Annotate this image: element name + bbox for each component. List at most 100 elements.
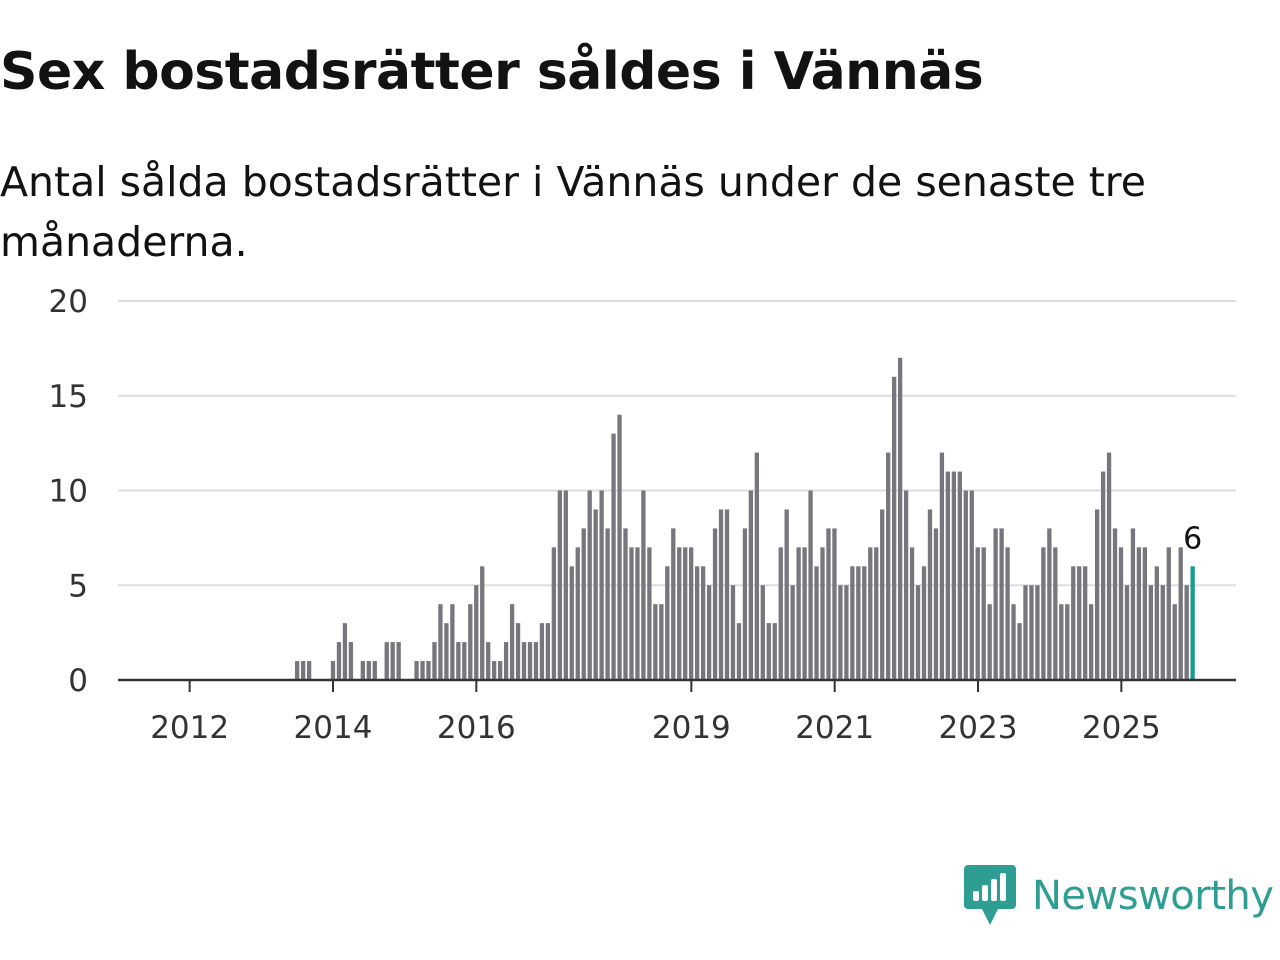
bar <box>1017 623 1022 680</box>
bar <box>784 509 789 680</box>
bar <box>1184 585 1189 680</box>
bar <box>838 585 843 680</box>
bar <box>623 528 628 680</box>
bar <box>587 490 592 680</box>
bar <box>599 490 604 680</box>
bar <box>1136 547 1142 680</box>
bar <box>390 642 395 680</box>
brand-name: Newsworthy <box>1032 873 1274 919</box>
bar <box>306 661 312 680</box>
bar <box>921 566 927 680</box>
bar <box>629 547 634 680</box>
bar <box>557 490 562 680</box>
bar <box>432 642 437 680</box>
bar <box>802 547 807 680</box>
bar <box>1035 585 1040 680</box>
bar <box>420 661 425 680</box>
x-tick-label: 2021 <box>795 710 874 746</box>
bar <box>796 547 801 680</box>
bar <box>724 509 730 680</box>
bar <box>1041 547 1046 680</box>
bar <box>772 623 777 680</box>
bar <box>850 566 855 680</box>
chart-subtitle: Antal sålda bostadsrätter i Vännäs under… <box>0 158 1146 266</box>
bar <box>987 604 992 680</box>
bar <box>509 604 515 680</box>
bar <box>742 528 748 680</box>
bar <box>1124 585 1130 680</box>
bar <box>444 623 449 680</box>
data-labels: 6 <box>1183 521 1202 556</box>
bar <box>456 642 461 680</box>
bar <box>820 547 825 680</box>
bar <box>1059 604 1064 680</box>
bar <box>939 452 945 680</box>
bar <box>1011 604 1016 680</box>
bar <box>539 623 545 680</box>
bar <box>486 642 491 680</box>
bar <box>1100 471 1106 680</box>
bar <box>492 661 497 680</box>
bar <box>521 642 527 680</box>
bar <box>868 547 873 680</box>
bar <box>1106 452 1112 680</box>
gridlines <box>118 300 1236 587</box>
bar <box>933 528 939 680</box>
bar <box>641 490 646 680</box>
bar <box>384 642 389 680</box>
bar <box>999 528 1004 680</box>
bar <box>808 490 813 680</box>
bar <box>766 623 771 680</box>
y-tick-label: 5 <box>68 568 88 604</box>
bar <box>874 547 879 680</box>
bar <box>330 661 336 680</box>
bar <box>706 585 712 680</box>
newsworthy-logo-icon <box>964 865 1016 925</box>
bar <box>826 528 831 680</box>
y-tick-label: 0 <box>68 663 88 699</box>
bar <box>426 661 431 680</box>
bar <box>1154 566 1159 680</box>
bar <box>951 471 956 680</box>
bar <box>1130 528 1136 680</box>
bar <box>1053 547 1058 680</box>
bar <box>503 642 509 680</box>
bar <box>892 376 897 680</box>
bar <box>611 433 616 680</box>
bar <box>575 547 580 680</box>
bar <box>1023 585 1028 680</box>
bar <box>1142 547 1148 680</box>
x-tick-label: 2023 <box>939 710 1018 746</box>
bar <box>1071 566 1076 680</box>
bars <box>295 357 1195 680</box>
bar <box>1112 528 1118 680</box>
highlight-bar <box>1190 566 1195 680</box>
bar <box>497 661 503 680</box>
bar <box>1077 566 1082 680</box>
bar <box>1094 509 1100 680</box>
bar <box>832 528 837 680</box>
bar <box>474 585 479 680</box>
bar <box>862 566 867 680</box>
y-tick-label: 10 <box>49 474 88 510</box>
bar <box>671 528 676 680</box>
bar <box>718 509 724 680</box>
bar <box>360 661 365 680</box>
bar <box>886 452 891 680</box>
y-tick-label: 20 <box>49 284 88 320</box>
bar <box>897 357 903 680</box>
bar <box>635 547 640 680</box>
bar <box>945 471 951 680</box>
y-tick-label: 15 <box>49 379 88 415</box>
bar <box>981 547 986 680</box>
bar <box>581 528 586 680</box>
bar <box>300 661 306 680</box>
bar <box>647 547 652 680</box>
bar <box>1083 566 1088 680</box>
bar <box>748 490 754 680</box>
bar <box>969 490 974 680</box>
bar <box>1178 547 1183 680</box>
bar <box>659 604 664 680</box>
bar <box>372 661 377 680</box>
